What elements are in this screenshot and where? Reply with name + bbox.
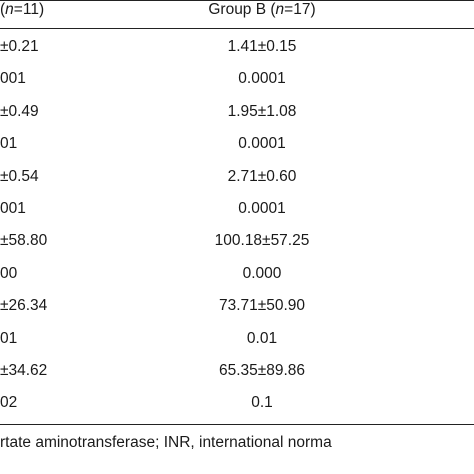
top-rule — [0, 0, 474, 1]
table-cell: 65.35±89.86 — [218, 362, 306, 379]
table-cell: 0.01 — [246, 329, 278, 347]
table-cell: 02 — [0, 394, 18, 412]
table-cell: ±0.54 — [0, 167, 39, 185]
table-cell: 2.71±0.60 — [227, 167, 297, 185]
table-cell: ±26.34 — [0, 297, 48, 315]
table-cell: 1.41±0.15 — [227, 38, 297, 55]
table-cell: 01 — [0, 329, 18, 347]
header-text: =17) — [284, 1, 316, 18]
table-cell: 0.1 — [251, 394, 273, 412]
header-left: (n=11) — [0, 0, 44, 20]
table-cell: 001 — [0, 70, 26, 88]
table-cell: 0.0001 — [238, 200, 286, 217]
table-cell: 73.71±50.90 — [218, 297, 306, 315]
header-rule — [0, 28, 474, 29]
footnote: rtate aminotransferase; INR, internation… — [0, 434, 332, 451]
header-text: =11) — [13, 1, 45, 18]
table-cell: ±58.80 — [0, 232, 48, 250]
table-cell: 001 — [0, 200, 26, 217]
table-cell: 1.95±1.08 — [227, 102, 297, 120]
header-text: ( — [0, 1, 6, 18]
table-cell: 0.000 — [242, 264, 282, 282]
table-cell: 0.0001 — [238, 70, 286, 88]
table-cell: ±0.49 — [0, 102, 39, 120]
header-italic: n — [5, 1, 14, 18]
table-cell: 100.18±57.25 — [214, 232, 310, 250]
table-cell: 01 — [0, 135, 18, 153]
table-cell: 0.0001 — [238, 135, 286, 153]
table-cell: ±34.62 — [0, 362, 48, 379]
header-text: Group B ( — [208, 1, 276, 18]
bottom-rule — [0, 424, 474, 425]
header-italic: n — [275, 1, 285, 18]
header-right: Group B (n=17) — [208, 0, 315, 20]
table-cell: ±0.21 — [0, 38, 39, 55]
table-cell: 00 — [0, 264, 18, 282]
